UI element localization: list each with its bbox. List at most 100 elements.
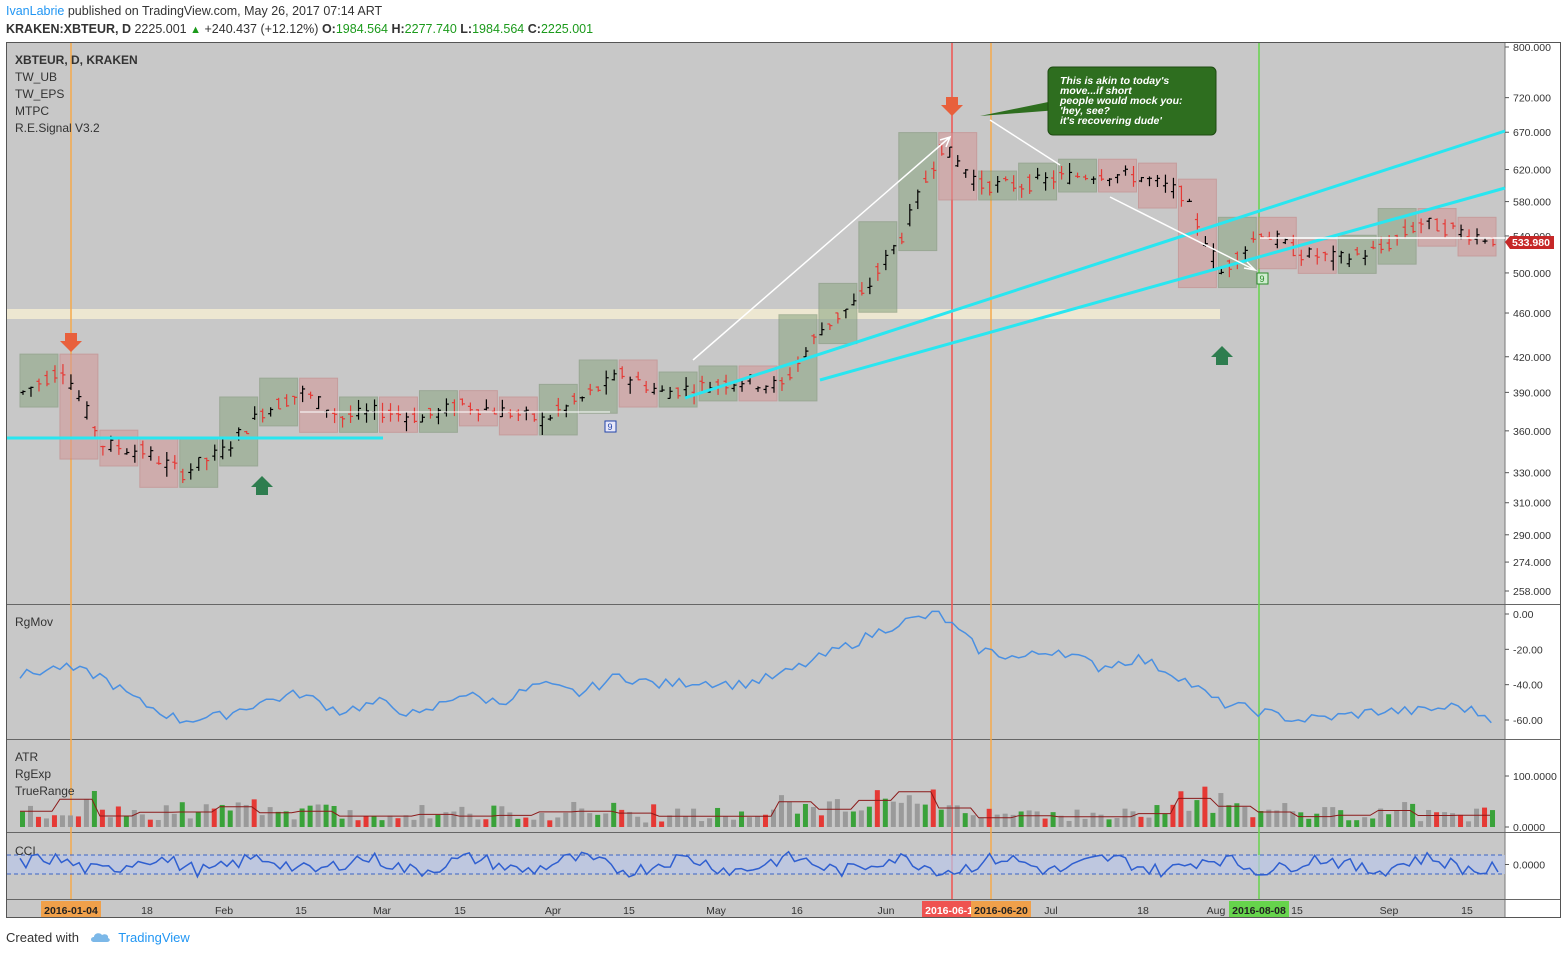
true-range-bar xyxy=(962,813,968,827)
sell-arrow-icon xyxy=(60,333,82,352)
time-tick: Jul xyxy=(1044,905,1057,917)
cci-label: CCI xyxy=(15,844,36,858)
price-pane[interactable] xyxy=(7,43,1505,604)
true-range-bar xyxy=(443,812,449,827)
true-range-bar xyxy=(1098,814,1104,827)
up-arrow-icon: ▲ xyxy=(190,24,201,36)
footer: Created with TradingView xyxy=(6,930,190,946)
true-range-bar xyxy=(1018,811,1024,827)
close-value: 2225.001 xyxy=(540,22,594,36)
true-range-bar xyxy=(267,807,273,827)
true-range-bar xyxy=(1338,810,1344,827)
date-marker-label: 2016-06-20 xyxy=(974,905,1028,917)
time-tick: Mar xyxy=(373,905,392,917)
time-tick: 15 xyxy=(295,905,307,917)
true-range-bar xyxy=(898,802,904,827)
true-range-bar xyxy=(930,789,936,827)
true-range-bar xyxy=(531,819,537,827)
true-range-bar xyxy=(1162,814,1168,827)
true-range-bar xyxy=(1186,810,1192,827)
true-range-bar xyxy=(107,817,113,827)
time-tick: 16 xyxy=(791,905,803,917)
rgmov-tick: -60.00 xyxy=(1513,715,1543,727)
price-tick: 390.000 xyxy=(1513,387,1551,399)
annotation-line: move...if short xyxy=(1060,85,1132,97)
date-marker xyxy=(922,901,982,917)
true-range-bar xyxy=(1170,804,1176,827)
true-range-bar xyxy=(1282,803,1288,827)
true-range-bar xyxy=(946,805,952,827)
true-range-bar xyxy=(387,815,393,827)
true-range-bar xyxy=(1090,812,1096,827)
low-value: 1984.564 xyxy=(472,22,525,36)
lower-trendline[interactable] xyxy=(819,186,1506,382)
time-tick: 15 xyxy=(623,905,635,917)
signal-box xyxy=(738,365,778,402)
true-range-bar xyxy=(539,812,545,827)
tradingview-link[interactable]: TradingView xyxy=(118,930,190,945)
true-range-bar xyxy=(651,804,657,827)
true-range-bar xyxy=(818,815,824,827)
true-range-bar xyxy=(1354,820,1360,827)
true-range-bar xyxy=(259,815,265,827)
signal-box xyxy=(219,396,259,467)
true-range-bar xyxy=(707,818,713,827)
true-range-bar xyxy=(1026,810,1032,827)
price-tag: 533.980 xyxy=(1505,236,1554,249)
true-range-bar xyxy=(275,811,281,827)
true-range-bar xyxy=(739,811,745,827)
rgmov-pane[interactable] xyxy=(7,605,1505,739)
annotation-line: people would mock you: xyxy=(1059,95,1183,107)
true-range-bar xyxy=(563,812,569,827)
true-range-bar xyxy=(507,812,513,827)
true-range-bar xyxy=(499,806,505,827)
true-range-bar xyxy=(1106,819,1112,827)
true-range-bar xyxy=(147,819,153,827)
true-range-bar xyxy=(1114,818,1120,827)
true-range-bar xyxy=(866,806,872,827)
true-range-bar xyxy=(1434,812,1440,827)
true-range-bar xyxy=(1146,817,1152,827)
true-range-bar xyxy=(579,808,585,827)
legend-indicator: MTPC xyxy=(15,104,49,118)
true-range-bar xyxy=(699,821,705,827)
last-price: 2225.001 xyxy=(134,22,187,36)
signal-box xyxy=(898,132,938,252)
author-link[interactable]: IvanLabrie xyxy=(6,4,65,18)
true-range-bar xyxy=(467,813,473,827)
upper-trendline[interactable] xyxy=(684,129,1506,400)
true-range-bar xyxy=(994,814,1000,827)
true-range-bar xyxy=(810,806,816,827)
true-range-bar xyxy=(1386,814,1392,827)
true-range-bar xyxy=(1474,808,1480,827)
true-range-bar xyxy=(723,816,729,827)
cci-tick: 0.0000 xyxy=(1513,860,1545,872)
true-range-bar xyxy=(435,814,441,827)
price-tick: 420.000 xyxy=(1513,352,1551,364)
true-range-bar xyxy=(1154,805,1160,827)
time-axis xyxy=(7,899,1505,917)
candles xyxy=(20,143,1496,484)
date-marker xyxy=(1229,901,1289,917)
true-range-bar xyxy=(1458,814,1464,827)
true-range-bar xyxy=(163,805,169,827)
time-tick: Aug xyxy=(1207,905,1226,917)
true-range-bar xyxy=(914,803,920,827)
true-range-bar xyxy=(459,806,465,827)
true-range-bar xyxy=(1482,807,1488,827)
annotation-callout[interactable]: This is akin to today's move...if short pe… xyxy=(980,66,1217,136)
resistance-zone xyxy=(7,309,1220,319)
close-label: C: xyxy=(527,22,541,36)
buy-arrow-icon xyxy=(1211,346,1233,365)
true-range-bar xyxy=(906,795,912,827)
true-range-bar xyxy=(826,801,832,827)
true-range-bar xyxy=(347,810,353,827)
true-range-bar xyxy=(1330,807,1336,827)
low-label: L: xyxy=(460,22,473,36)
true-range-bar xyxy=(299,808,305,827)
atr-series xyxy=(20,791,1490,819)
time-tick: 18 xyxy=(141,905,153,917)
true-range-bar xyxy=(1370,818,1376,827)
true-range-bar xyxy=(1002,813,1008,827)
